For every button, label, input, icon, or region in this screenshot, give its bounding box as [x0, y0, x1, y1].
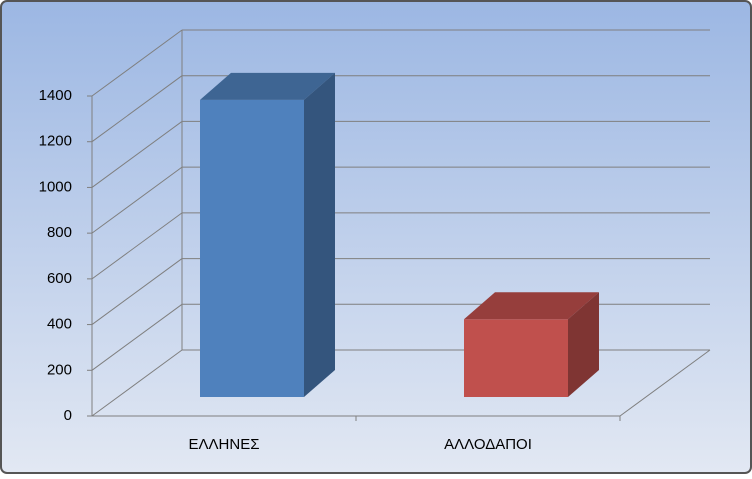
- y-tick-label: 1400: [39, 87, 72, 104]
- grid-line: [91, 258, 183, 325]
- grid-line: [91, 121, 183, 188]
- bar: [200, 72, 335, 397]
- grid-line: [91, 166, 183, 234]
- x-tick-label: ΑΛΛΟΔΑΠΟΙ: [444, 436, 532, 453]
- grid-line: [91, 303, 183, 371]
- y-tick-label: 0: [64, 407, 72, 424]
- y-tick-label: 800: [47, 224, 72, 241]
- bar-front: [464, 319, 568, 397]
- x-tick-label: ΕΛΛΗΝΕΣ: [189, 436, 260, 453]
- bar-side: [304, 72, 335, 397]
- y-tick-label: 200: [47, 361, 72, 378]
- bar-front: [200, 99, 304, 397]
- y-tick-label: 1000: [39, 178, 72, 195]
- grid-line: [91, 212, 183, 280]
- grid-line: [91, 349, 183, 417]
- grid-line: [91, 29, 183, 97]
- bar-side: [568, 292, 599, 397]
- y-tick-label: 600: [47, 270, 72, 287]
- bar-top: [464, 292, 599, 320]
- y-tick-label: 1200: [39, 133, 72, 150]
- bar-top: [200, 72, 335, 100]
- grid-line: [91, 75, 183, 143]
- y-tick-label: 400: [47, 316, 72, 333]
- bar: [464, 292, 599, 397]
- axis-line: [619, 349, 711, 417]
